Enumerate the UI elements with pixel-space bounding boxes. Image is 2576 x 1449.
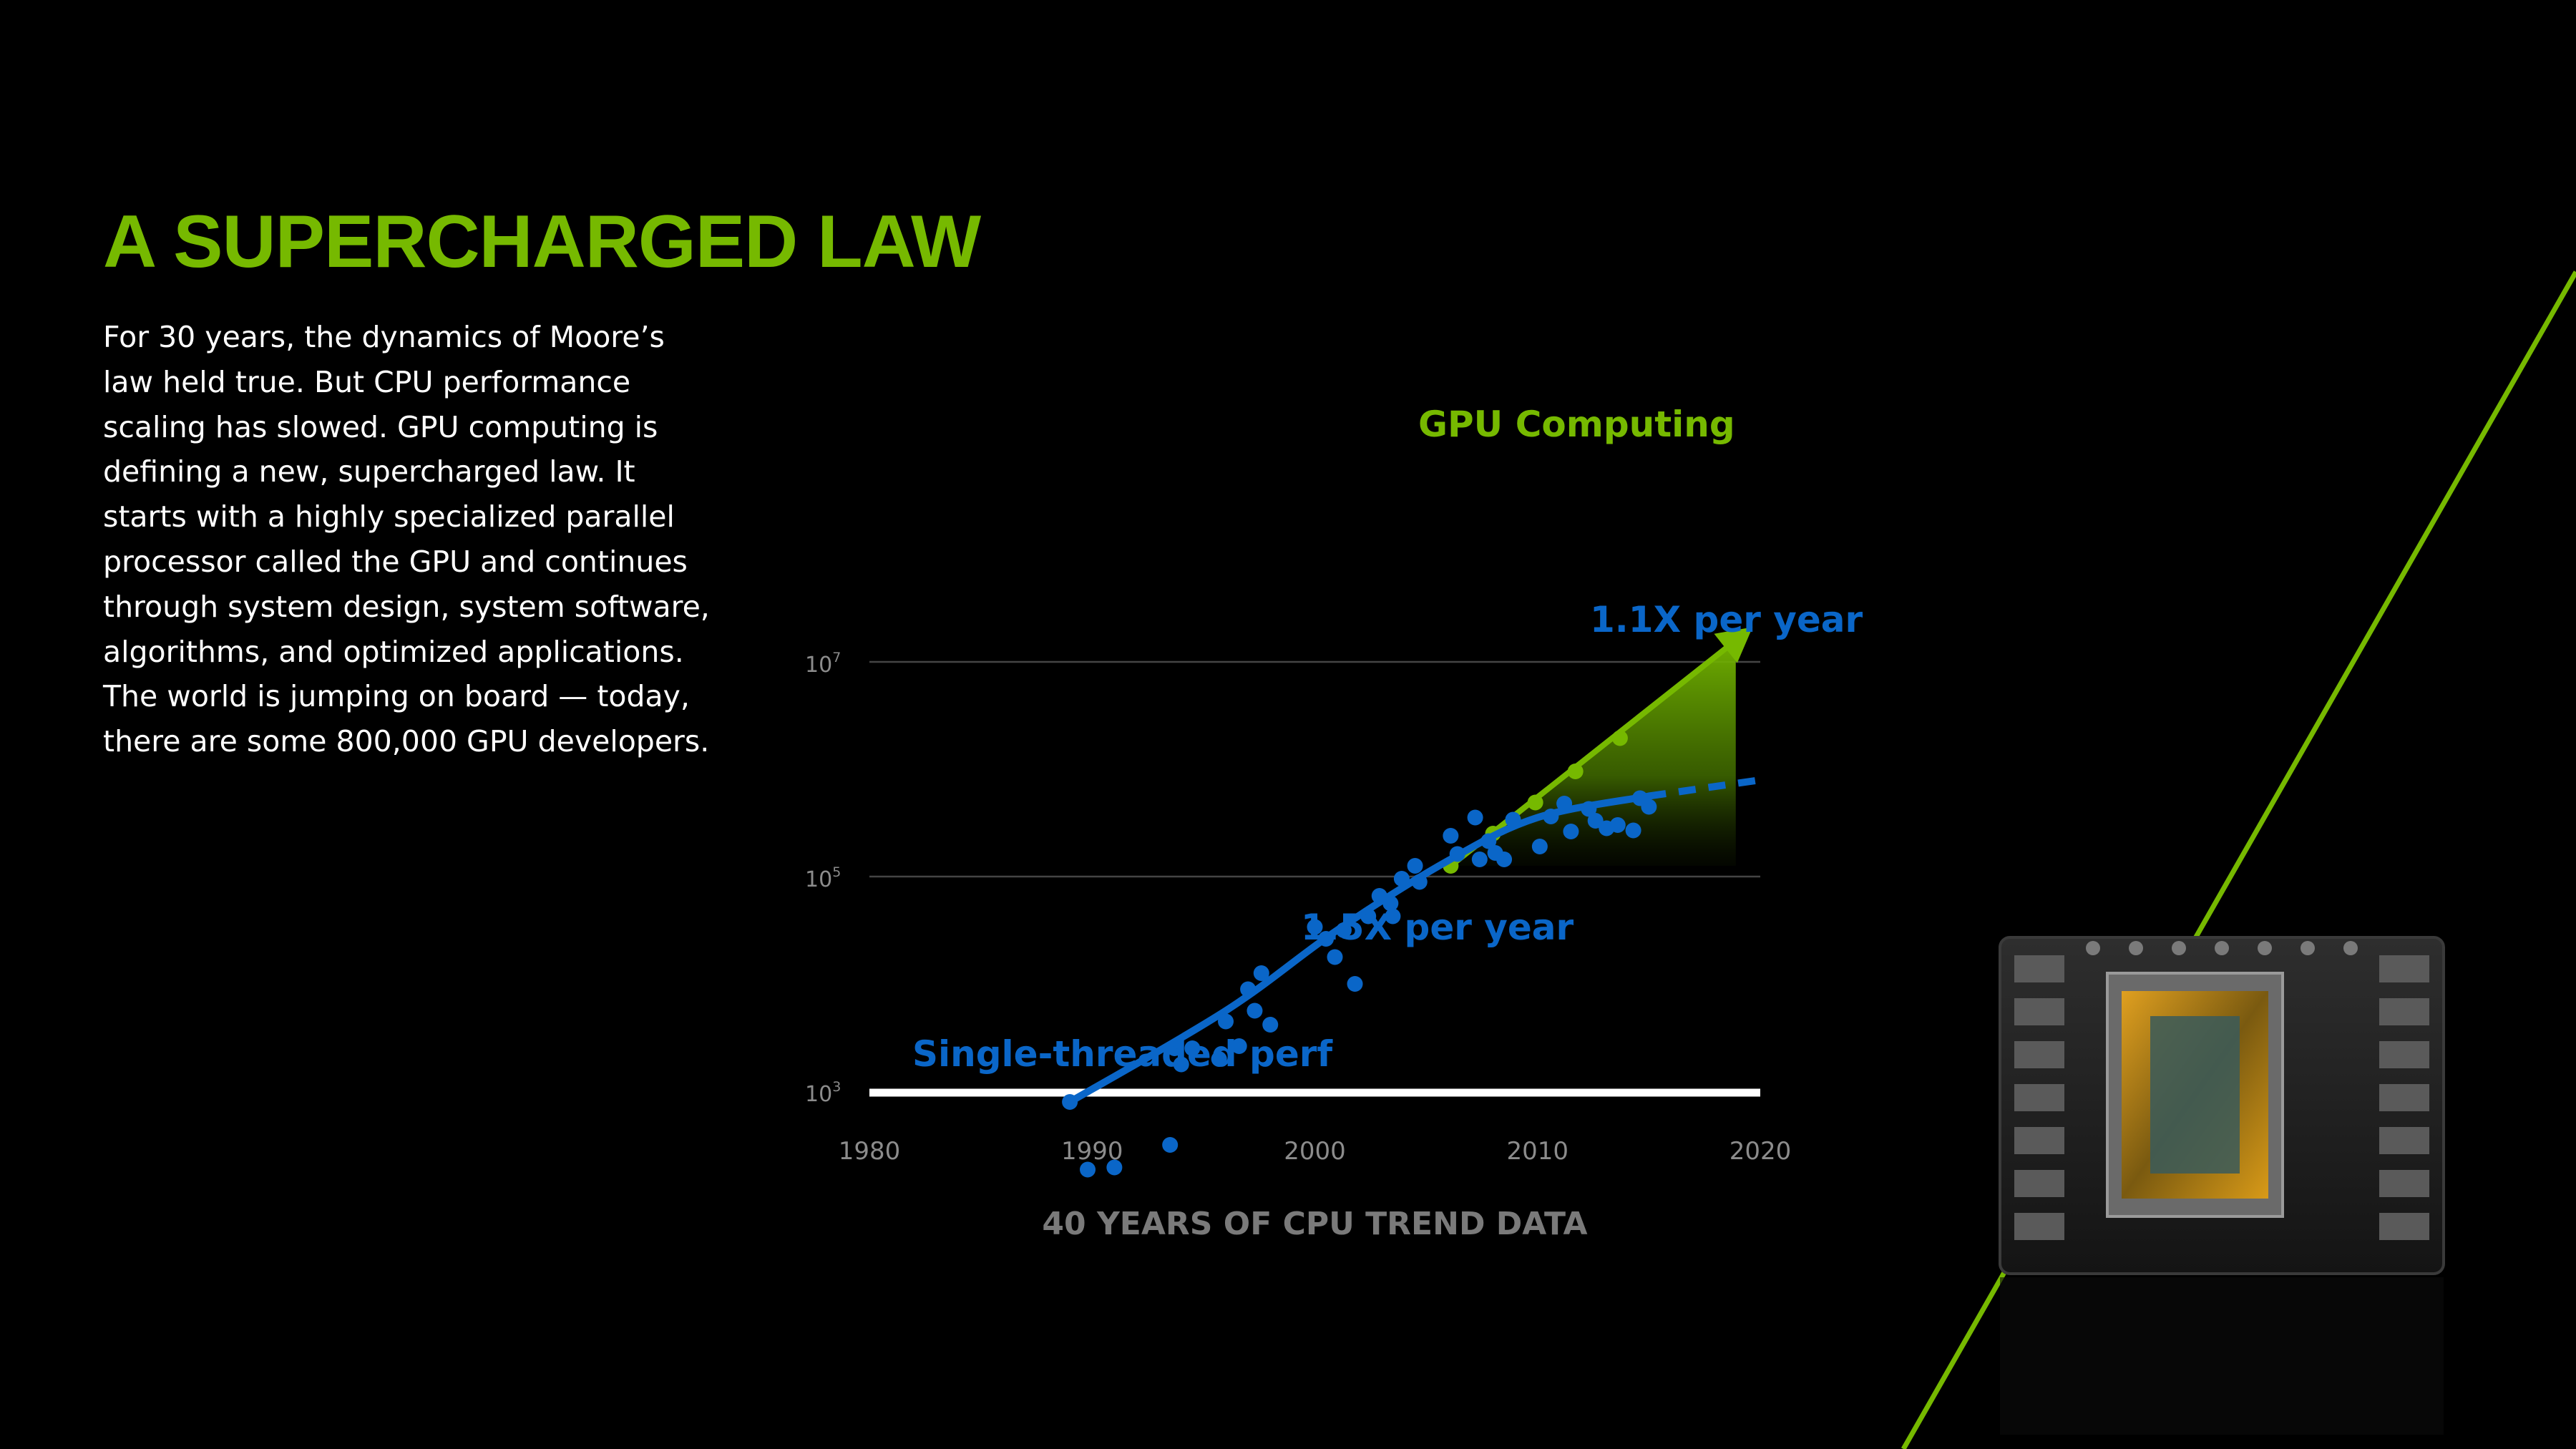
cpu-data-point bbox=[1335, 922, 1352, 938]
x-tick-label: 2010 bbox=[1506, 1137, 1568, 1166]
cpu-data-point bbox=[1253, 965, 1269, 981]
cpu-data-point bbox=[1471, 852, 1488, 867]
cpu-data-point bbox=[1480, 833, 1497, 849]
cpu-data-point bbox=[1360, 908, 1377, 924]
body-line: For 30 years, the dynamics of Moore’s bbox=[103, 320, 665, 354]
cpu-data-point bbox=[1080, 1161, 1096, 1178]
cpu-data-point bbox=[1262, 1017, 1279, 1033]
cpu-data-point bbox=[1382, 895, 1399, 912]
y-tick-label: 105 bbox=[805, 864, 841, 892]
cpu-data-point bbox=[1407, 858, 1423, 874]
body-line: there are some 800,000 GPU developers. bbox=[103, 724, 710, 759]
cpu-projection-line bbox=[1648, 776, 1761, 800]
cpu-data-point bbox=[1467, 809, 1483, 826]
cpu-data-point bbox=[1505, 811, 1521, 828]
cpu-data-point bbox=[1531, 839, 1548, 854]
cpu-data-point bbox=[1581, 801, 1597, 817]
gpu-data-point bbox=[1611, 730, 1628, 746]
cpu-data-point bbox=[1166, 1040, 1183, 1056]
cpu-data-point bbox=[1543, 809, 1559, 824]
cpu-data-point bbox=[1327, 949, 1343, 965]
cpu-data-point bbox=[1443, 828, 1459, 844]
cpu-data-point bbox=[1231, 1038, 1247, 1054]
x-tick-label: 2000 bbox=[1284, 1137, 1346, 1166]
body-line: defining a new, supercharged law. It bbox=[103, 454, 635, 489]
cpu-series-layer bbox=[1062, 776, 1761, 1178]
body-line: law held true. But CPU performance bbox=[103, 364, 631, 399]
chart-gridlines bbox=[869, 660, 1760, 1097]
body-line: through system design, system software, bbox=[103, 589, 710, 624]
cpu-series-label: Single-threaded perf bbox=[912, 1033, 1333, 1075]
cpu-data-point bbox=[1184, 1040, 1201, 1056]
x-tick-label: 1980 bbox=[839, 1137, 901, 1166]
cpu-data-point bbox=[1587, 813, 1604, 829]
y-tick-label: 107 bbox=[805, 650, 841, 678]
body-line: algorithms, and optimized applications. bbox=[103, 634, 684, 669]
gpu-data-point bbox=[1527, 794, 1543, 811]
gpu-series-label: GPU Computing bbox=[1418, 404, 1735, 445]
slide-title: A SUPERCHARGED LAW bbox=[103, 200, 981, 283]
cpu-data-point bbox=[1625, 822, 1641, 839]
gpu-data-point bbox=[1567, 763, 1584, 779]
cpu-data-point bbox=[1240, 981, 1257, 997]
series-labels: GPU Computing 1.1X per year 1.5X per year S… bbox=[912, 404, 1863, 1075]
y-tick-base: 10 bbox=[805, 653, 832, 678]
body-line: scaling has slowed. GPU computing is bbox=[103, 409, 658, 444]
cpu-rate-label: 1.5X per year bbox=[1301, 907, 1574, 948]
body-line: processor called the GPU and continues bbox=[103, 544, 688, 579]
chart-caption: 40 YEARS OF CPU TREND DATA bbox=[1042, 1206, 1587, 1242]
cpu-data-point bbox=[1496, 852, 1513, 867]
cpu-data-point bbox=[1449, 846, 1465, 862]
cpu-data-point bbox=[1162, 1137, 1179, 1153]
y-tick-exponent: 5 bbox=[832, 864, 841, 880]
gpu-board-image bbox=[1999, 936, 2445, 1435]
body-line: starts with a highly specialized paralle… bbox=[103, 499, 675, 535]
cpu-data-point bbox=[1556, 796, 1573, 811]
cpu-data-point bbox=[1371, 888, 1387, 904]
cpu-data-point bbox=[1411, 874, 1428, 890]
y-tick-base: 10 bbox=[805, 867, 832, 892]
cpu-data-point bbox=[1393, 871, 1410, 887]
cpu-data-point bbox=[1173, 1056, 1189, 1073]
gpu-series-layer bbox=[1443, 627, 1753, 874]
cpu-data-point bbox=[1609, 817, 1626, 833]
x-tick-label: 2020 bbox=[1729, 1137, 1792, 1166]
cpu-data-point bbox=[1563, 824, 1579, 839]
y-tick-label: 103 bbox=[805, 1079, 841, 1107]
cpu-data-point bbox=[1246, 1002, 1263, 1019]
cpu-data-point bbox=[1218, 1013, 1234, 1030]
cpu-data-point bbox=[1347, 976, 1363, 992]
cpu-data-point bbox=[1385, 908, 1401, 924]
cpu-data-point bbox=[1318, 931, 1335, 947]
cpu-data-point bbox=[1307, 919, 1323, 935]
y-tick-exponent: 7 bbox=[832, 650, 841, 665]
y-tick-base: 10 bbox=[805, 1082, 832, 1107]
body-line: The world is jumping on board — today, bbox=[103, 679, 690, 714]
gpu-rate-label: 1.1X per year bbox=[1590, 599, 1863, 640]
slide-body-text: For 30 years, the dynamics of Moore’s law… bbox=[103, 315, 747, 764]
y-tick-exponent: 3 bbox=[832, 1079, 841, 1095]
cpu-data-point bbox=[1641, 799, 1657, 815]
cpu-data-point bbox=[1106, 1159, 1123, 1176]
gpu-arrowhead bbox=[1714, 627, 1753, 663]
cpu-data-point bbox=[1062, 1094, 1078, 1110]
cpu-data-point bbox=[1211, 1051, 1227, 1067]
